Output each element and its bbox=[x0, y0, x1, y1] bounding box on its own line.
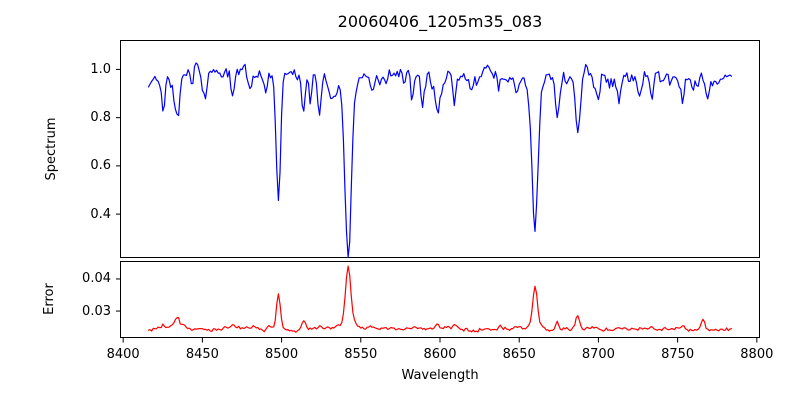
x-tick-label: 8450 bbox=[185, 347, 219, 362]
spectrum-line bbox=[147, 62, 733, 258]
x-tick-label: 8650 bbox=[502, 347, 536, 362]
y-tick-label: 0.8 bbox=[90, 110, 111, 126]
axis-tick-marks bbox=[116, 68, 758, 343]
y-tick-label: 0.6 bbox=[90, 158, 111, 174]
y-tick-label: 0.03 bbox=[82, 303, 111, 319]
x-tick-label: 8600 bbox=[423, 347, 457, 362]
x-tick-label: 8500 bbox=[265, 347, 299, 362]
spectrum-panel bbox=[120, 40, 760, 258]
chart-title: 20060406_1205m35_083 bbox=[337, 12, 543, 31]
x-axis-label: Wavelength bbox=[401, 368, 479, 383]
y-tick-label: 1.0 bbox=[90, 61, 111, 77]
y-tick-label: 0.4 bbox=[90, 206, 111, 222]
x-tick-label: 8750 bbox=[661, 347, 695, 362]
x-tick-label: 8400 bbox=[106, 347, 140, 362]
y-tick-label: 0.04 bbox=[82, 271, 111, 287]
x-tick-label: 8700 bbox=[581, 347, 615, 362]
error-panel bbox=[120, 261, 760, 338]
x-tick-label: 8550 bbox=[344, 347, 378, 362]
x-tick-label: 8800 bbox=[740, 347, 774, 362]
error-line bbox=[147, 265, 733, 333]
